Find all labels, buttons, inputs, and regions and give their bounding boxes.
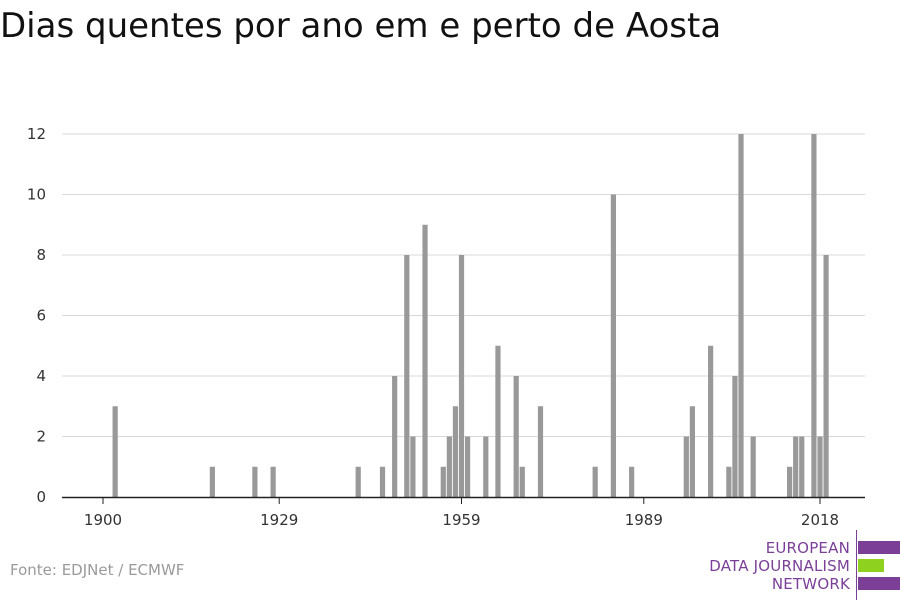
bar-1951 <box>410 436 416 497</box>
y-tick-label: 12 <box>27 125 46 143</box>
bar-1959 <box>458 255 465 497</box>
bar-2003 <box>726 466 732 497</box>
bar-2004 <box>732 376 738 497</box>
x-tick-label: 1900 <box>84 511 122 529</box>
y-tick-label: 8 <box>36 246 46 264</box>
bar-2015 <box>799 436 805 497</box>
bar-1957 <box>446 436 452 497</box>
bar-1965 <box>495 345 501 497</box>
bar-1997 <box>689 406 695 497</box>
x-tick-label: 1989 <box>625 511 663 529</box>
bar-1987 <box>629 466 635 497</box>
bar-2014 <box>793 436 799 497</box>
bar-2013 <box>787 466 793 497</box>
bars <box>112 134 829 497</box>
bar-1972 <box>537 406 544 497</box>
bar-2018 <box>817 436 823 497</box>
logo-text-line-2: DATA JOURNALISM <box>709 557 850 575</box>
y-tick-label: 2 <box>36 428 46 446</box>
bar-1956 <box>440 466 446 497</box>
x-tick-label: 1929 <box>260 511 298 529</box>
y-tick-label: 6 <box>36 307 46 325</box>
y-tick-label: 4 <box>36 367 46 385</box>
bar-1963 <box>483 436 489 497</box>
bar-1925 <box>252 466 258 497</box>
bar-1946 <box>379 466 386 497</box>
logo-bar-purple-bottom <box>858 577 900 590</box>
bar-1981 <box>592 466 598 497</box>
bar-2007 <box>750 436 756 497</box>
bar-1953 <box>422 224 428 497</box>
bar-1942 <box>355 466 361 497</box>
bar-1928 <box>270 466 276 497</box>
bar-1958 <box>452 406 459 497</box>
logo-divider <box>856 530 857 600</box>
logo-text-line-1: EUROPEAN <box>765 539 850 557</box>
y-tick-label: 0 <box>36 488 46 506</box>
bar-1918 <box>209 466 215 497</box>
axes: 0 2 4 6 8 10 12 1900 1929 1959 1989 2018 <box>27 125 865 529</box>
bar-1968 <box>513 376 519 497</box>
chart-title: Dias quentes por ano em e perto de Aosta <box>0 6 722 46</box>
bar-1984 <box>610 194 617 497</box>
bar-2019 <box>823 255 829 497</box>
x-tick-label: 1959 <box>442 511 480 529</box>
bar-2000 <box>708 345 714 497</box>
bar-1948 <box>392 376 398 497</box>
bar-2005 <box>738 134 744 497</box>
bar-1902 <box>112 406 118 497</box>
bar-1960 <box>464 436 471 497</box>
logo-text-line-3: NETWORK <box>771 575 850 593</box>
bar-1996 <box>683 436 689 497</box>
source-note: Fonte: EDJNet / ECMWF <box>10 561 185 579</box>
logo-bar-green <box>858 559 884 572</box>
bar-1950 <box>404 255 410 497</box>
bar-2017 <box>811 134 817 497</box>
y-tick-label: 10 <box>27 186 46 204</box>
edjnet-logo: EUROPEAN DATA JOURNALISM NETWORK <box>690 530 900 600</box>
logo-bar-purple-top <box>858 541 900 554</box>
bar-1969 <box>519 466 525 497</box>
x-tick-label: 2018 <box>801 511 839 529</box>
